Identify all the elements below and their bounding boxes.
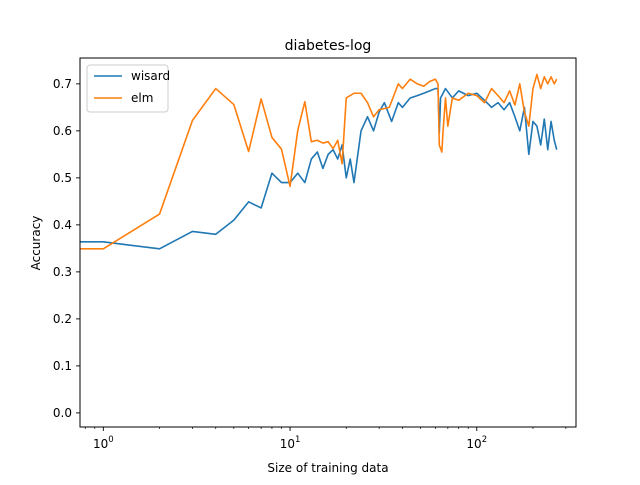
y-axis: 0.0 0.1 0.2 0.3 0.4 0.5 0.6 0.7 bbox=[53, 77, 80, 420]
x-tick-label: 102 bbox=[466, 435, 487, 451]
chart-title: diabetes-log bbox=[285, 38, 372, 54]
y-tick-label: 0.2 bbox=[53, 312, 72, 326]
y-tick-label: 0.3 bbox=[53, 265, 72, 279]
x-axis: 100 101 102 bbox=[84, 427, 567, 451]
y-tick-label: 0.6 bbox=[53, 124, 72, 138]
y-tick-label: 0.5 bbox=[53, 171, 72, 185]
series-layer bbox=[80, 73, 558, 250]
plot-frame bbox=[79, 57, 577, 428]
y-tick-label: 0.4 bbox=[53, 218, 72, 232]
legend: wisard elm bbox=[86, 64, 170, 113]
legend-label-wisard: wisard bbox=[131, 69, 170, 83]
y-axis-label: Accuracy bbox=[29, 216, 43, 271]
legend-label-elm: elm bbox=[131, 91, 153, 105]
series-line-elm bbox=[80, 73, 558, 250]
x-tick-label: 101 bbox=[280, 435, 301, 451]
y-tick-label: 0.7 bbox=[53, 77, 72, 91]
x-tick-label: 100 bbox=[93, 435, 114, 451]
y-tick-label: 0.1 bbox=[53, 359, 72, 373]
x-axis-label: Size of training data bbox=[267, 461, 388, 475]
y-tick-label: 0.0 bbox=[53, 406, 72, 420]
